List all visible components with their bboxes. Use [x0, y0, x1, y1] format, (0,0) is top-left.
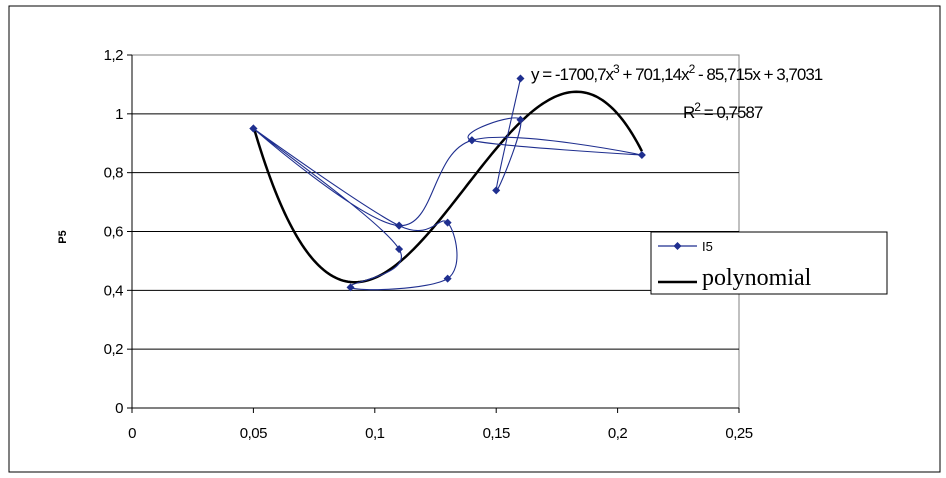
trendline-layer [252, 90, 643, 284]
data-point [249, 124, 258, 133]
eq-part-3: - 85,715x + 3,7031 [694, 65, 823, 84]
trendline-r2: R2 = 0,7587 [683, 100, 763, 122]
r2-label: R [683, 103, 695, 122]
r2-sup: 2 [694, 100, 701, 114]
data-point [516, 74, 525, 83]
x-tick-label: 0,1 [365, 425, 385, 442]
x-tick-label: 0,2 [608, 425, 628, 442]
data-point [467, 136, 476, 145]
eq-part-1: y = -1700,7x [531, 65, 615, 84]
x-tick-label: 0,15 [483, 425, 510, 442]
data-point [637, 151, 646, 160]
legend-label-trendline: polynomial [702, 265, 812, 291]
x-tick-label: 0 [128, 425, 136, 442]
legend-box [650, 231, 888, 295]
data-point [443, 274, 452, 283]
eq-sup-2: 2 [689, 62, 696, 76]
data-point [346, 283, 355, 292]
eq-sup-1: 3 [613, 62, 620, 76]
y-tick-label: 0,4 [104, 282, 124, 299]
eq-part-2: + 701,14x [619, 65, 690, 84]
x-axis: 0 0,05 0,1 0,15 0,2 0,25 [128, 407, 753, 442]
data-point [395, 221, 404, 230]
y-axis-label: P5 [57, 230, 69, 243]
data-point [492, 186, 501, 195]
r2-value: = 0,7587 [700, 103, 763, 122]
legend-label-series: I5 [702, 239, 713, 254]
y-tick-label: 1,2 [104, 47, 124, 64]
data-point [395, 245, 404, 254]
legend-marker-series [673, 242, 682, 250]
gridlines [132, 113, 739, 350]
y-tick-label: 0,2 [104, 341, 124, 358]
trendline-curve [252, 90, 643, 284]
x-tick-label: 0,25 [725, 425, 752, 442]
trendline-equation: y = -1700,7x3 + 701,14x2 - 85,715x + 3,7… [531, 62, 823, 84]
legend: I5 polynomial [650, 231, 888, 295]
y-axis: 0 0,2 0,4 0,6 0,8 1 1,2 [104, 47, 133, 417]
y-tick-label: 0 [115, 400, 123, 417]
y-tick-label: 1 [115, 106, 123, 123]
data-point [516, 115, 525, 124]
series-layer [249, 74, 646, 292]
x-tick-label: 0,05 [240, 425, 267, 442]
data-point [443, 218, 452, 227]
y-tick-label: 0,6 [104, 224, 124, 241]
y-tick-label: 0,8 [104, 165, 124, 182]
